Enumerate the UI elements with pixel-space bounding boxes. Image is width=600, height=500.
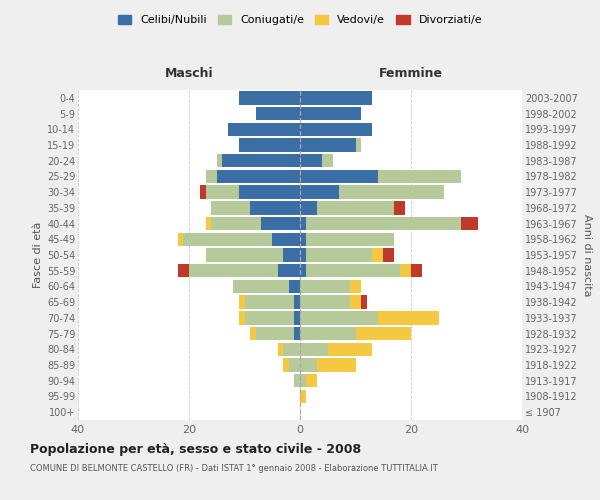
Bar — [300, 186, 339, 199]
Bar — [300, 232, 305, 246]
Bar — [300, 91, 372, 104]
Bar — [283, 358, 289, 372]
Bar — [300, 280, 350, 293]
Bar — [305, 232, 394, 246]
Bar — [322, 154, 334, 168]
Bar — [378, 170, 461, 183]
Bar — [295, 374, 300, 388]
Bar — [350, 296, 361, 309]
Text: Popolazione per età, sesso e stato civile - 2008: Popolazione per età, sesso e stato civil… — [30, 442, 361, 456]
Text: Maschi: Maschi — [164, 67, 214, 80]
Bar — [245, 311, 295, 324]
Bar — [189, 264, 278, 278]
Bar — [239, 311, 245, 324]
Bar — [350, 280, 361, 293]
Y-axis label: Anni di nascita: Anni di nascita — [582, 214, 592, 296]
Bar — [300, 217, 305, 230]
Bar — [300, 201, 317, 214]
Bar — [200, 186, 206, 199]
Bar — [300, 138, 356, 151]
Bar — [317, 201, 394, 214]
Bar — [411, 264, 422, 278]
Bar — [461, 217, 478, 230]
Bar — [300, 358, 317, 372]
Bar — [383, 248, 394, 262]
Bar — [305, 217, 461, 230]
Bar — [400, 264, 411, 278]
Bar — [295, 296, 300, 309]
Bar — [305, 264, 400, 278]
Bar — [256, 107, 300, 120]
Bar — [300, 327, 356, 340]
Text: Femmine: Femmine — [379, 67, 443, 80]
Y-axis label: Fasce di età: Fasce di età — [32, 222, 43, 288]
Bar — [245, 296, 295, 309]
Bar — [283, 248, 300, 262]
Bar — [300, 170, 378, 183]
Bar — [361, 296, 367, 309]
Bar — [328, 342, 372, 356]
Bar — [250, 327, 256, 340]
Bar — [217, 170, 300, 183]
Bar — [394, 201, 406, 214]
Bar — [211, 201, 250, 214]
Bar — [239, 138, 300, 151]
Bar — [283, 342, 300, 356]
Bar — [278, 264, 300, 278]
Bar — [289, 358, 300, 372]
Bar — [272, 232, 300, 246]
Text: COMUNE DI BELMONTE CASTELLO (FR) - Dati ISTAT 1° gennaio 2008 - Elaborazione TUT: COMUNE DI BELMONTE CASTELLO (FR) - Dati … — [30, 464, 438, 473]
Bar — [300, 154, 322, 168]
Bar — [300, 107, 361, 120]
Bar — [305, 374, 317, 388]
Bar — [295, 327, 300, 340]
Bar — [184, 232, 272, 246]
Bar — [178, 264, 189, 278]
Bar — [300, 311, 378, 324]
Bar — [295, 311, 300, 324]
Bar — [206, 248, 283, 262]
Bar — [300, 374, 305, 388]
Bar — [206, 217, 211, 230]
Bar — [250, 201, 300, 214]
Bar — [317, 358, 356, 372]
Bar — [300, 122, 372, 136]
Bar — [228, 122, 300, 136]
Bar — [239, 186, 300, 199]
Bar — [305, 248, 372, 262]
Bar — [339, 186, 445, 199]
Bar — [372, 248, 383, 262]
Bar — [217, 154, 223, 168]
Bar — [239, 296, 245, 309]
Bar — [233, 280, 289, 293]
Bar — [206, 170, 217, 183]
Bar — [378, 311, 439, 324]
Legend: Celibi/Nubili, Coniugati/e, Vedovi/e, Divorziati/e: Celibi/Nubili, Coniugati/e, Vedovi/e, Di… — [113, 10, 487, 30]
Bar — [206, 186, 239, 199]
Bar — [300, 342, 328, 356]
Bar — [300, 296, 350, 309]
Bar — [300, 264, 305, 278]
Bar — [300, 248, 305, 262]
Bar — [239, 91, 300, 104]
Bar — [278, 342, 283, 356]
Bar — [356, 327, 411, 340]
Bar — [178, 232, 184, 246]
Bar — [356, 138, 361, 151]
Bar — [289, 280, 300, 293]
Bar — [300, 390, 305, 403]
Bar — [256, 327, 295, 340]
Bar — [211, 217, 261, 230]
Bar — [261, 217, 300, 230]
Bar — [223, 154, 300, 168]
